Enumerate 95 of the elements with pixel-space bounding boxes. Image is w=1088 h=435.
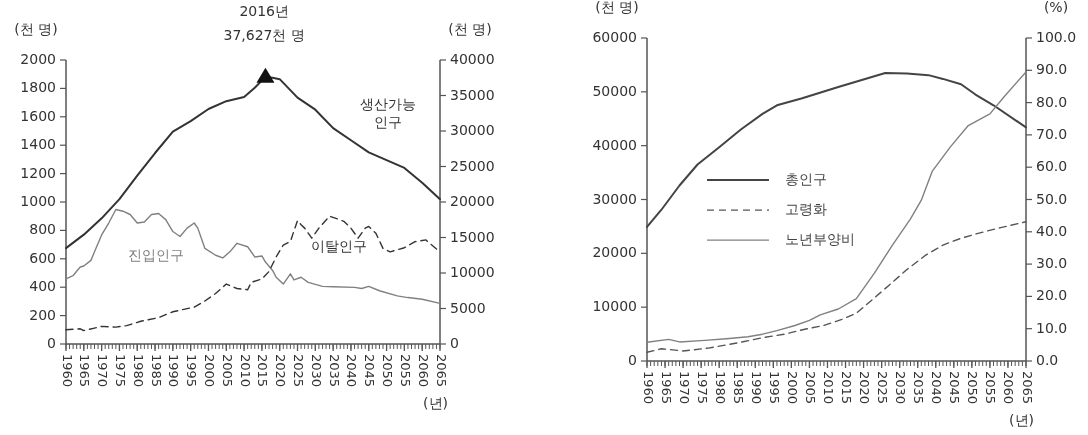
- series-label: 이탈인구: [311, 238, 368, 255]
- y2-tick-label: 10.0: [1036, 319, 1068, 336]
- legend-label: 노년부양비: [785, 231, 855, 248]
- series-label: 생산가능 인구: [359, 96, 416, 131]
- legend-label: 총인구: [785, 171, 827, 188]
- y2-tick-label: 50.0: [1036, 190, 1068, 207]
- x-tick-label: 2025: [291, 354, 307, 388]
- x-tick-label: 2015: [839, 371, 855, 405]
- x-tick-label: 1970: [95, 354, 111, 388]
- x-tick-label: 2060: [415, 354, 431, 388]
- x-tick-label: 2010: [237, 354, 253, 388]
- y-tick-label: 10000: [592, 298, 637, 315]
- y-tick-label: 0: [47, 335, 56, 351]
- x-tick-label: 2065: [433, 354, 449, 388]
- y-tick-label: 200: [29, 306, 56, 323]
- x-tick-label: 2045: [947, 371, 963, 405]
- x-axis-title: (년): [1009, 412, 1034, 428]
- x-tick-label: 2035: [911, 371, 927, 405]
- y2-tick-label: 60.0: [1036, 158, 1068, 175]
- x-tick-label: 1990: [166, 354, 182, 388]
- y2-tick-label: 30.0: [1036, 255, 1068, 272]
- x-tick-label: 2030: [308, 354, 324, 388]
- y-tick-label: 1200: [20, 164, 56, 181]
- y2-tick-label: 10000: [450, 264, 495, 280]
- y-tick-label: 1600: [20, 107, 56, 124]
- y-axis-title: (천 명): [595, 0, 639, 15]
- y-tick-label: 1800: [20, 79, 56, 96]
- y-tick-label: 40000: [592, 136, 637, 153]
- y-tick-label: 400: [29, 278, 56, 295]
- y2-axis-title: (%): [1043, 0, 1069, 15]
- text: 2016년 37,627천 명: [223, 2, 305, 43]
- y-tick-label: 0: [628, 352, 637, 368]
- series-label: 진입인구: [127, 246, 184, 263]
- x-tick-label: 2025: [875, 371, 891, 405]
- x-tick-label: 2020: [273, 354, 289, 388]
- x-tick-label: 1985: [148, 354, 164, 388]
- x-tick-label: 1960: [640, 371, 656, 405]
- x-tick-label: 1980: [712, 371, 728, 405]
- y-tick-label: 60000: [592, 29, 637, 45]
- x-axis-title: (년): [423, 395, 448, 411]
- y-tick-label: 1000: [20, 193, 56, 209]
- x-tick-label: 1985: [730, 371, 746, 405]
- x-tick-label: 1980: [130, 354, 146, 388]
- x-tick-label: 2065: [1019, 371, 1035, 405]
- y2-tick-label: 20.0: [1036, 287, 1068, 304]
- y2-tick-label: 35000: [450, 86, 495, 103]
- x-tick-label: 1995: [184, 354, 200, 388]
- x-tick-label: 2010: [820, 371, 836, 405]
- y2-tick-label: 25000: [450, 157, 495, 174]
- y2-tick-label: 15000: [450, 228, 495, 245]
- x-tick-label: 1975: [112, 354, 128, 388]
- y2-tick-label: 20000: [450, 193, 495, 209]
- x-tick-label: 2020: [857, 371, 873, 405]
- x-tick-label: 1970: [676, 371, 692, 405]
- y2-tick-label: 30000: [450, 122, 495, 138]
- y-tick-label: 20000: [592, 244, 637, 261]
- x-tick-label: 2035: [326, 354, 342, 388]
- y-tick-label: 50000: [592, 82, 637, 99]
- x-tick-label: 2030: [893, 371, 909, 405]
- x-tick-label: 1990: [748, 371, 764, 405]
- y2-tick-label: 40.0: [1036, 222, 1068, 239]
- x-tick-label: 2050: [965, 371, 981, 405]
- y2-axis-title: (천 명): [448, 21, 492, 37]
- x-tick-label: 2000: [784, 371, 800, 405]
- x-tick-label: 2055: [983, 371, 999, 405]
- x-tick-label: 2050: [380, 354, 396, 388]
- x-tick-label: 1965: [658, 371, 674, 405]
- x-tick-label: 2015: [255, 354, 271, 388]
- y-tick-label: 600: [29, 249, 56, 266]
- x-tick-label: 1965: [77, 354, 93, 388]
- legend-label: 고령화: [785, 201, 827, 218]
- x-tick-label: 2000: [201, 354, 217, 388]
- y2-tick-label: 70.0: [1036, 125, 1068, 142]
- y2-tick-label: 0.0: [1036, 352, 1059, 368]
- y2-tick-label: 40000: [450, 51, 495, 67]
- y-tick-label: 2000: [20, 51, 56, 67]
- x-tick-label: 1960: [59, 354, 75, 388]
- y2-tick-label: 80.0: [1036, 93, 1068, 110]
- x-tick-label: 2040: [344, 354, 360, 388]
- y-axis-title: (천 명): [14, 21, 58, 37]
- x-tick-label: 2060: [1001, 371, 1017, 405]
- y-tick-label: 30000: [592, 190, 637, 207]
- y-tick-label: 800: [29, 221, 56, 238]
- x-tick-label: 1975: [694, 371, 710, 405]
- y2-tick-label: 0: [450, 335, 459, 351]
- x-tick-label: 2045: [362, 354, 378, 388]
- y-tick-label: 1400: [20, 136, 56, 153]
- y2-tick-label: 5000: [450, 299, 486, 316]
- x-tick-label: 2055: [397, 354, 413, 388]
- x-tick-label: 2040: [929, 371, 945, 405]
- x-tick-label: 2005: [219, 354, 235, 388]
- y2-tick-label: 100.0: [1036, 29, 1077, 45]
- x-tick-label: 2005: [802, 371, 818, 405]
- y2-tick-label: 90.0: [1036, 61, 1068, 78]
- x-tick-label: 1995: [766, 371, 782, 405]
